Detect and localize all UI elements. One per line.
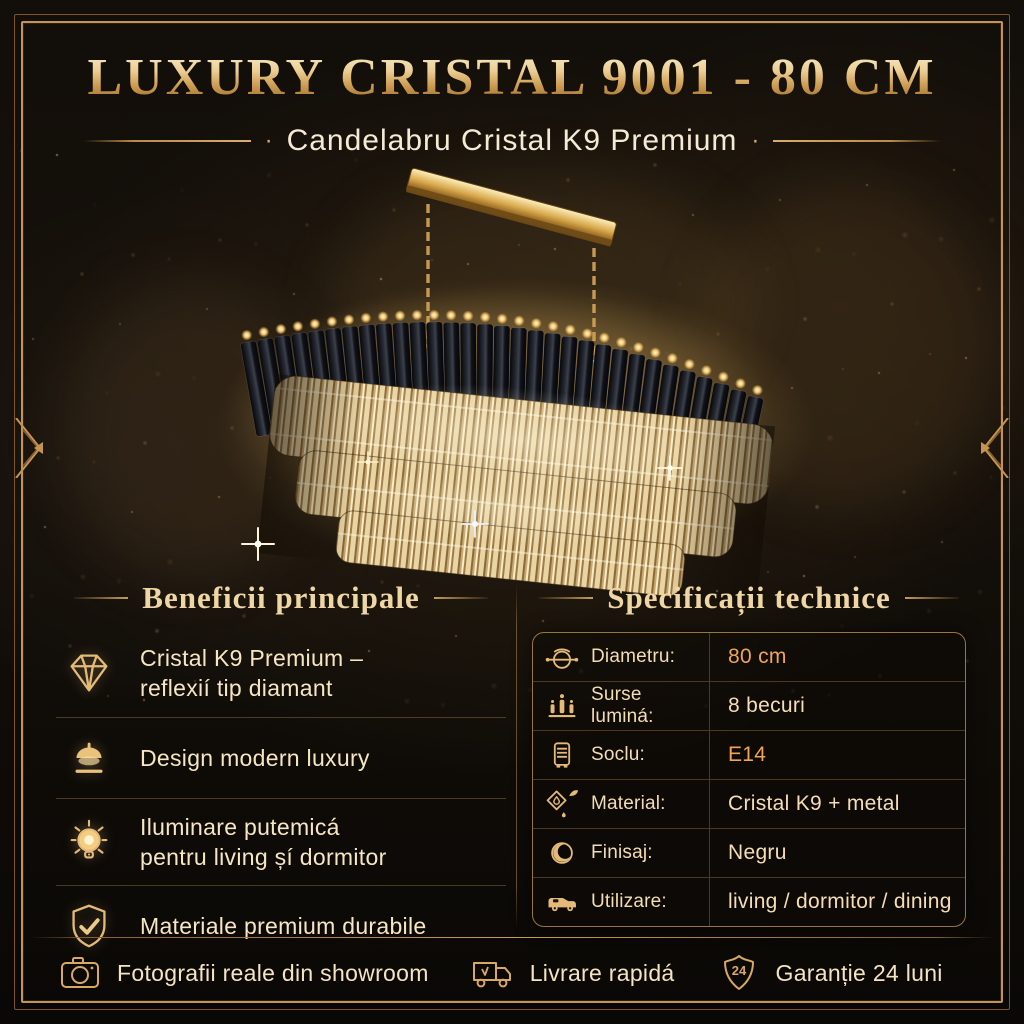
diameter-icon: [533, 639, 591, 675]
spec-label: Finisaj:: [591, 842, 653, 863]
footer-item-warranty: 24 Garanție 24 luni: [715, 951, 943, 995]
benefit-item-crystal: Cristal K9 Premium – reflexií tip diaman…: [56, 630, 506, 718]
spec-row-socket: Soclu: E14: [533, 730, 965, 779]
footer-text: Fotografii reale din showroom: [117, 959, 429, 986]
usage-icon: [533, 884, 591, 920]
spec-value: 8 becuri: [709, 682, 965, 730]
footer-item-delivery: Livrare rapidá: [469, 951, 675, 995]
heading-right-line: [433, 597, 488, 599]
spec-label: Utilizare:: [591, 891, 667, 912]
spec-row-material: Material: Cristal K9 + metal: [533, 779, 965, 828]
spec-value: living / dormitor / dining: [709, 878, 965, 926]
benefit-list: Cristal K9 Premium – reflexií tip diaman…: [56, 630, 506, 966]
spec-value: Cristal K9 + metal: [709, 780, 965, 828]
footer-bar: Fotografii reale din showroom Livrare ra…: [56, 944, 968, 1002]
benefit-text: Materiale premium durabile: [140, 913, 427, 940]
subtitle-text: Candelabru Cristal K9 Premium: [286, 124, 738, 157]
subtitle-left-line: [82, 140, 251, 142]
benefit-text: Cristal K9 Premium – reflexií tip diaman…: [140, 645, 364, 702]
footer-text: Garanție 24 luni: [775, 959, 943, 986]
benefit-item-light: Iluminare putemicá pentru living șí dorm…: [56, 799, 506, 887]
spec-value: 80 cm: [709, 633, 965, 681]
benefits-section: Beneficii principale Cristal K9 Premium …: [56, 580, 506, 966]
specs-section: Specificații technice Diametru: 80 cm: [532, 580, 966, 927]
benefit-text: Design modern luxury: [140, 744, 370, 771]
heading-left-line: [74, 597, 129, 599]
spec-label: Surse luminá:: [591, 684, 654, 727]
spec-value: Negru: [709, 829, 965, 877]
right-chevron-ornament: [981, 418, 1009, 478]
truck-icon: [469, 951, 517, 995]
benefits-heading-text: Beneficii principale: [142, 580, 420, 615]
benefit-item-design: Design modern luxury: [56, 718, 506, 799]
heading-right-line: [904, 597, 959, 599]
spec-label: Diametru:: [591, 646, 676, 667]
specs-heading-text: Specificații technice: [607, 580, 891, 615]
warranty-icon: 24: [715, 951, 763, 995]
chandelier-image: [215, 167, 815, 606]
heading-left-line: [539, 597, 594, 599]
spec-value: E14: [709, 731, 965, 779]
diamond-icon: [60, 646, 118, 700]
spec-row-usage: Utilizare: living / dormitor / dining: [533, 877, 965, 926]
spec-row-finish: Finisaj: Negru: [533, 828, 965, 877]
socket-icon: [533, 737, 591, 773]
subtitle: · Candelabru Cristal K9 Premium ·: [0, 124, 1024, 158]
bulb-icon: [60, 815, 118, 869]
sparkle-stars: [241, 451, 683, 561]
spec-table: Diametru: 80 cm Surse luminá: 8 becuri: [532, 632, 966, 927]
footer-separator-line: [30, 937, 994, 938]
camera-icon: [56, 951, 104, 995]
light-sources-icon: [533, 688, 591, 724]
finish-icon: [533, 835, 591, 871]
benefit-item-materials: Materiale premium durabile: [56, 886, 506, 966]
spec-label: Material:: [591, 793, 666, 814]
footer-item-photos: Fotografii reale din showroom: [56, 951, 429, 995]
benefits-heading: Beneficii principale: [56, 580, 506, 616]
spec-row-light-sources: Surse luminá: 8 becuri: [533, 681, 965, 730]
spec-row-diameter: Diametru: 80 cm: [533, 633, 965, 681]
lamp-icon: [60, 731, 118, 785]
subtitle-left-dot: ·: [264, 127, 273, 154]
specs-heading: Specificații technice: [532, 580, 966, 616]
gold-ceiling-bar: [406, 167, 617, 247]
footer-text: Livrare rapidá: [529, 959, 675, 986]
spec-label: Soclu:: [591, 744, 646, 765]
gold-dust-particles: [0, 0, 2, 2]
subtitle-right-dot: ·: [751, 127, 760, 154]
benefit-text: Iluminare putemicá pentru living șí dorm…: [140, 813, 387, 871]
left-chevron-ornament: [15, 418, 43, 478]
shield-check-icon: [60, 899, 118, 953]
crystal-tiers: [257, 373, 776, 606]
page-title: LUXURY CRISTAL 9001 - 80 CM: [0, 48, 1024, 107]
column-divider: [516, 584, 517, 928]
subtitle-right-line: [773, 140, 942, 142]
material-icon: [533, 786, 591, 822]
warranty-badge-number: 24: [731, 963, 746, 978]
